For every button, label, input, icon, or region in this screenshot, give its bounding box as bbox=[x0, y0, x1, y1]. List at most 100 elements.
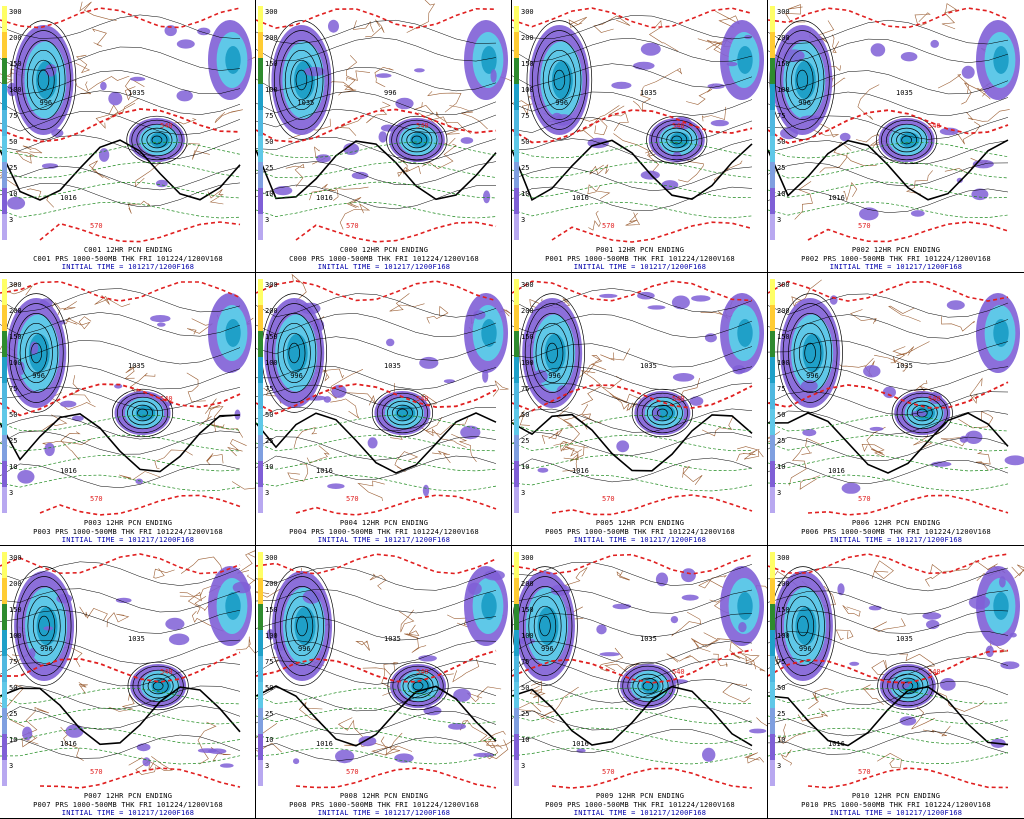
panel-caption-fields: P008 PRS 1000-500MB THK FRI 101224/1200V… bbox=[289, 801, 479, 809]
panel-caption-init-time: INITIAL TIME = 101217/1200F168 bbox=[61, 809, 195, 817]
panel-caption-title: C001 12HR PCN ENDING bbox=[83, 246, 173, 254]
precip-scale-label: 10 bbox=[521, 463, 529, 471]
precip-scale-label: 75 bbox=[777, 385, 785, 393]
precip-scale-label: 300 bbox=[777, 281, 790, 289]
pressure-center-label: 996 bbox=[40, 645, 53, 653]
thickness-label: 540 bbox=[160, 122, 173, 130]
precip-scale-label: 50 bbox=[521, 684, 529, 692]
precip-scale-label: 50 bbox=[9, 411, 17, 419]
pressure-center-label: 1035 bbox=[896, 635, 913, 643]
precip-scale-bar bbox=[258, 552, 263, 786]
precip-scale-label: 10 bbox=[9, 190, 17, 198]
precip-scale-label: 3 bbox=[265, 216, 269, 224]
precip-scale-label: 100 bbox=[265, 632, 278, 640]
thickness-contours bbox=[768, 7, 1009, 243]
thickness-label: 540 bbox=[416, 122, 429, 130]
forecast-map: 300 200 150 100 75 50 25 10 3 1035 996 1016 570 540 bbox=[256, 0, 511, 243]
precip-scale-label: 50 bbox=[9, 684, 17, 692]
precip-scale-label: 300 bbox=[9, 8, 22, 16]
precip-scale-label: 150 bbox=[521, 606, 534, 614]
precip-scale-label: 3 bbox=[521, 762, 525, 770]
precip-scale-label: 150 bbox=[9, 333, 22, 341]
thickness-contours bbox=[512, 7, 753, 243]
precip-scale-label: 3 bbox=[777, 216, 781, 224]
precip-scale-label: 10 bbox=[265, 463, 273, 471]
precip-scale-label: 3 bbox=[777, 762, 781, 770]
precip-scale-bar bbox=[514, 279, 519, 513]
precip-scale-label: 75 bbox=[521, 112, 529, 120]
pressure-center-label: 1016 bbox=[572, 740, 589, 748]
pressure-center-label: 1035 bbox=[896, 362, 913, 370]
ensemble-panel-p004: 300 200 150 100 75 50 25 10 3 996 1035 1016 570 540 P0… bbox=[256, 273, 512, 546]
precipitation-shading bbox=[264, 293, 508, 497]
precip-scale-bar bbox=[770, 279, 775, 513]
precip-scale-label: 25 bbox=[9, 164, 17, 172]
panel-caption-fields: P007 PRS 1000-500MB THK FRI 101224/1200V… bbox=[33, 801, 223, 809]
panel-caption-init-time: INITIAL TIME = 101217/1200F168 bbox=[317, 536, 451, 544]
precip-scale-label: 300 bbox=[521, 281, 534, 289]
precip-scale-label: 25 bbox=[521, 164, 529, 172]
precip-scale-bar bbox=[770, 6, 775, 240]
precip-scale-label: 75 bbox=[777, 112, 785, 120]
pressure-center-label: 996 bbox=[32, 372, 45, 380]
panel-caption-fields: P002 PRS 1000-500MB THK FRI 101224/1200V… bbox=[801, 255, 991, 263]
pressure-center-label: 1016 bbox=[828, 194, 845, 202]
isobar-contours bbox=[0, 14, 241, 208]
thickness-contours bbox=[0, 7, 241, 243]
isobar-contours bbox=[0, 561, 241, 759]
pressure-center-label: 1016 bbox=[60, 740, 77, 748]
precipitation-shading bbox=[266, 566, 508, 765]
isobar-contours bbox=[256, 19, 497, 210]
thickness-label: 570 bbox=[858, 222, 871, 230]
panel-caption-title: P001 12HR PCN ENDING bbox=[595, 246, 685, 254]
precip-scale-label: 200 bbox=[777, 307, 790, 315]
pressure-center-label: 1016 bbox=[60, 194, 77, 202]
precipitation-shading bbox=[271, 19, 508, 204]
pressure-center-label: 1035 bbox=[896, 89, 913, 97]
precip-scale-label: 100 bbox=[521, 86, 534, 94]
thickness-label: 570 bbox=[346, 222, 359, 230]
precip-scale-label: 10 bbox=[777, 190, 785, 198]
pressure-center-label: 1016 bbox=[316, 467, 333, 475]
panel-caption-title: P005 12HR PCN ENDING bbox=[595, 519, 685, 527]
precip-scale-label: 300 bbox=[521, 8, 534, 16]
pressure-center-label: 1035 bbox=[128, 362, 145, 370]
precip-scale-label: 200 bbox=[777, 580, 790, 588]
ensemble-panel-p005: 300 200 150 100 75 50 25 10 3 996 1035 1016 570 540 P0… bbox=[512, 273, 768, 546]
geography-lines bbox=[768, 560, 1024, 769]
panel-caption-init-time: INITIAL TIME = 101217/1200F168 bbox=[829, 263, 963, 271]
thickness-contours bbox=[0, 280, 241, 516]
precip-scale-label: 25 bbox=[9, 710, 17, 718]
geography-lines bbox=[0, 283, 255, 490]
pressure-center-label: 1016 bbox=[572, 194, 589, 202]
thickness-label: 540 bbox=[928, 395, 941, 403]
precip-scale-label: 150 bbox=[9, 60, 22, 68]
precip-scale-label: 3 bbox=[9, 762, 13, 770]
forecast-map: 300 200 150 100 75 50 25 10 3 996 1035 1016 570 540 bbox=[768, 552, 1024, 789]
thickness-label: 570 bbox=[602, 495, 615, 503]
precip-scale-label: 100 bbox=[521, 359, 534, 367]
precip-scale-label: 200 bbox=[9, 34, 22, 42]
panel-caption-title: P010 12HR PCN ENDING bbox=[851, 792, 941, 800]
pressure-center-label: 1016 bbox=[316, 194, 333, 202]
precip-scale-label: 50 bbox=[9, 138, 17, 146]
ensemble-panel-c001: 300 200 150 100 75 50 25 10 3 996 1035 1016 570 540 C0… bbox=[0, 0, 256, 273]
thickness-label: 570 bbox=[346, 768, 359, 776]
precip-scale-label: 10 bbox=[777, 736, 785, 744]
thickness-contours bbox=[256, 7, 497, 243]
precip-scale-label: 50 bbox=[521, 411, 529, 419]
isobar-contours bbox=[0, 288, 241, 489]
precip-scale-label: 100 bbox=[777, 632, 790, 640]
ensemble-panel-p010: 300 200 150 100 75 50 25 10 3 996 1035 1016 570 540 P0… bbox=[768, 546, 1024, 819]
precip-scale-label: 3 bbox=[9, 216, 13, 224]
pressure-center-label: 1016 bbox=[828, 740, 845, 748]
panel-caption-title: P009 12HR PCN ENDING bbox=[595, 792, 685, 800]
precip-scale-label: 200 bbox=[265, 307, 278, 315]
pressure-center-label: 996 bbox=[290, 372, 303, 380]
precipitation-shading bbox=[14, 566, 252, 768]
precip-scale-label: 3 bbox=[521, 489, 525, 497]
isobar-contours bbox=[256, 566, 497, 762]
pressure-center-label: 1035 bbox=[640, 362, 657, 370]
panel-caption-fields: P005 PRS 1000-500MB THK FRI 101224/1200V… bbox=[545, 528, 735, 536]
